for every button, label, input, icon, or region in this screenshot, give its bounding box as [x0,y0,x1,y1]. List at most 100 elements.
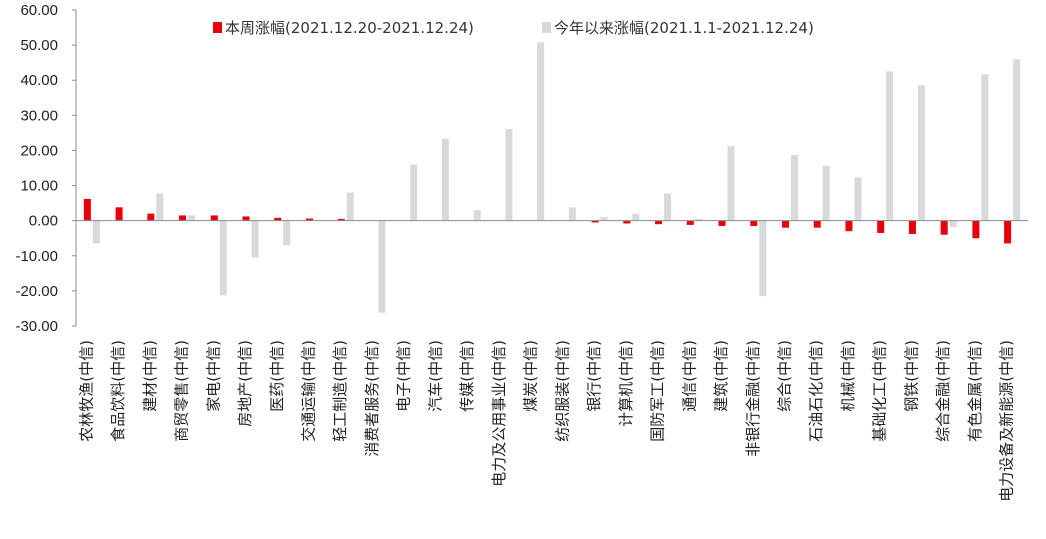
bar-ytd-25 [886,71,894,221]
x-category-label: 有色金属(中信) [966,340,984,442]
x-category-label: 房地产(中信) [236,340,254,427]
bar-ytd-19 [695,218,703,221]
bar-ytd-14 [537,42,545,221]
bar-weekly-26 [908,220,916,235]
bar-weekly-2 [147,213,155,221]
bar-weekly-4 [210,215,218,221]
x-category-label: 综合金融(中信) [934,340,952,442]
y-tick-label: 60.00 [20,2,58,19]
x-category-label: 钢铁(中信) [902,340,920,412]
bar-ytd-26 [917,85,925,221]
bar-ytd-21 [759,220,767,297]
bar-weekly-17 [623,220,631,224]
bar-ytd-4 [219,220,227,296]
bar-ytd-22 [791,155,798,221]
x-category-label: 非银行金融(中信) [744,340,762,457]
bar-weekly-16 [591,220,599,223]
bar-weekly-20 [718,220,726,226]
x-category-label: 家电(中信) [204,340,222,412]
legend: 本周涨幅(2021.12.20-2021.12.24) 今年以来涨幅(2021.… [213,19,814,37]
y-tick-label: 30.00 [20,107,58,124]
legend-swatch-weekly [213,22,222,33]
legend-swatch-ytd [542,22,551,33]
bar-ytd-12 [473,210,481,221]
bar-weekly-25 [877,220,885,233]
bar-weekly-5 [242,216,250,221]
x-category-label: 农林牧渔(中信) [77,340,95,442]
y-tick-label: -10.00 [15,248,58,265]
bar-weekly-22 [782,220,789,228]
bar-weekly-7 [306,218,313,221]
y-axis: 60.00 50.00 40.00 30.00 20.00 10.00 0.00 -10.00… [15,2,77,335]
bar-weekly-21 [750,220,758,226]
legend-item-weekly[interactable]: 本周涨幅(2021.12.20-2021.12.24) [213,19,474,37]
bar-ytd-0 [92,220,100,244]
x-category-label: 国防军工(中信) [649,340,667,442]
x-category-label: 综合(中信) [776,340,794,412]
x-category-label: 传媒(中信) [458,340,476,412]
bar-weekly-0 [83,198,91,221]
bar-weekly-19 [686,220,694,225]
bar-ytd-20 [727,146,735,221]
bar-ytd-11 [441,138,449,221]
bars [83,42,1021,313]
bar-weekly-23 [813,220,821,228]
bar-ytd-6 [283,220,291,246]
x-category-label: 汽车(中信) [426,340,444,412]
x-category-label: 电力设备及新能源(中信) [998,340,1016,502]
x-category-label: 建材(中信) [141,340,159,412]
legend-item-ytd[interactable]: 今年以来涨幅(2021.1.1-2021.12.24) [542,19,814,37]
bar-weekly-29 [1004,220,1012,244]
x-category-label: 商贸零售(中信) [173,340,191,442]
y-tick-label: 10.00 [20,178,58,195]
bar-ytd-9 [378,220,386,313]
x-axis: 农林牧渔(中信) 食品饮料(中信) 建材(中信) 商贸零售(中信) 家电(中信) 房地产(… [76,220,1028,502]
x-category-label: 消费者服务(中信) [363,340,381,457]
x-category-label: 轻工制造(中信) [331,340,349,442]
bar-weekly-8 [337,218,345,221]
bar-weekly-6 [274,217,282,221]
x-category-label: 电力及公用事业(中信) [490,340,508,487]
bar-ytd-8 [346,192,354,221]
bar-ytd-17 [632,213,640,221]
bar-ytd-15 [568,207,576,221]
x-category-label: 交通运输(中信) [300,340,318,442]
bar-weekly-27 [940,220,948,235]
bar-weekly-1 [115,207,123,221]
y-tick-label: 20.00 [20,142,58,159]
x-category-label: 银行(中信) [585,340,603,412]
bar-ytd-13 [505,129,513,221]
bar-ytd-5 [251,220,259,258]
x-category-label: 煤炭(中信) [522,340,540,412]
bar-ytd-27 [949,220,957,227]
x-category-label: 通信(中信) [680,340,698,412]
x-category-label: 食品饮料(中信) [109,340,127,442]
bar-ytd-28 [981,74,989,221]
legend-label-ytd: 今年以来涨幅(2021.1.1-2021.12.24) [554,19,814,37]
legend-label-weekly: 本周涨幅(2021.12.20-2021.12.24) [225,19,474,37]
bar-weekly-18 [655,220,663,225]
x-category-label: 纺织服装(中信) [553,340,571,442]
y-tick-label: -30.00 [15,318,58,335]
y-tick-label: 0.00 [29,213,58,230]
y-tick-label: 50.00 [20,37,58,54]
y-tick-label: 40.00 [20,72,58,89]
bar-ytd-24 [854,177,862,221]
bar-weekly-28 [972,220,980,239]
x-category-label: 建筑(中信) [712,340,730,412]
bar-weekly-24 [845,220,853,232]
x-category-label: 电子(中信) [395,340,413,412]
bar-ytd-23 [822,165,830,221]
x-category-label: 石油石化(中信) [807,340,825,442]
bar-ytd-3 [188,215,196,221]
x-category-label: 机械(中信) [839,340,857,412]
x-category-label: 计算机(中信) [617,340,635,427]
bar-ytd-16 [600,217,608,221]
bar-ytd-2 [156,193,164,221]
y-tick-label: -20.00 [15,283,58,300]
x-category-label: 基础化工(中信) [871,340,889,442]
x-category-label: 医药(中信) [268,340,286,412]
bar-weekly-3 [179,215,187,221]
